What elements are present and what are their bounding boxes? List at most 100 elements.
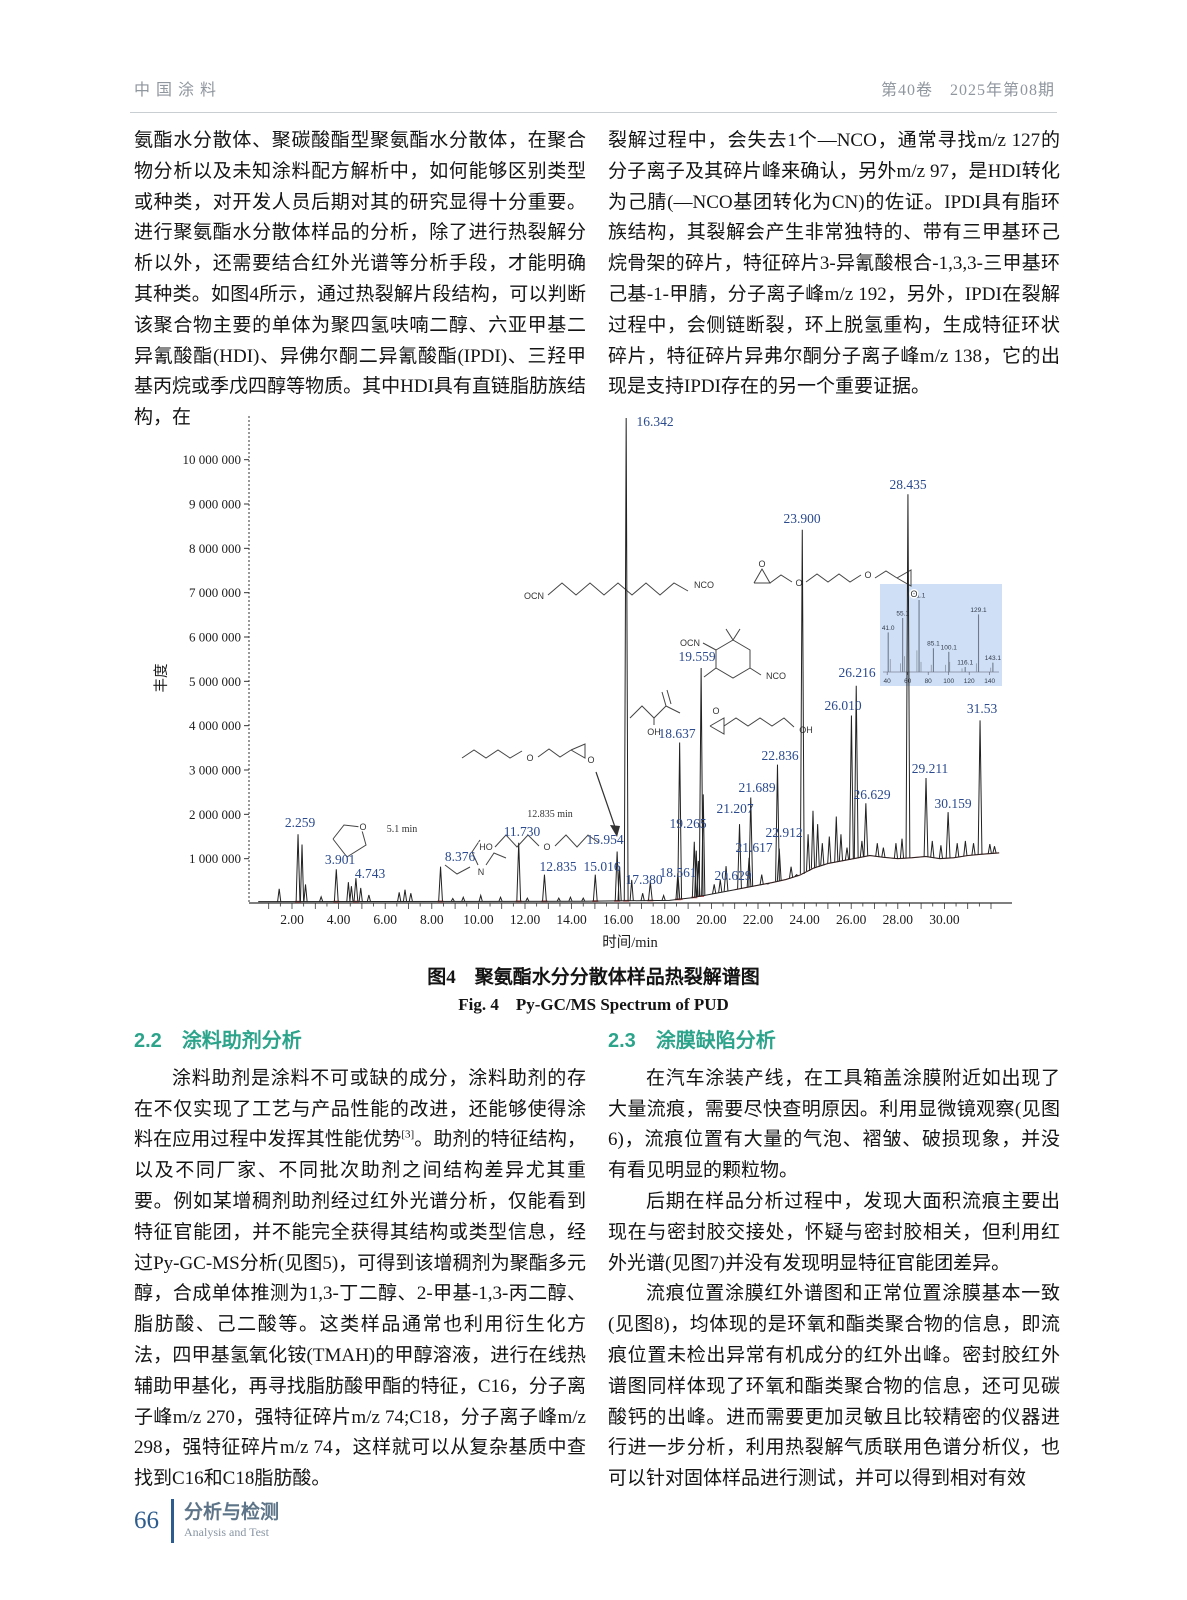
svg-text:22.912: 22.912 (765, 825, 802, 840)
svg-text:26.010: 26.010 (824, 698, 861, 713)
journal-title: 中国涂料 (134, 82, 223, 99)
svg-text:OH: OH (799, 725, 813, 735)
svg-text:26.00: 26.00 (836, 912, 867, 927)
page-footer: 66 分析与检测 Analysis and Test (134, 1499, 279, 1543)
svg-text:O: O (758, 559, 765, 569)
additives-text-before: 涂料助剂是涂料不可或缺的成分，涂料助剂的存在不仅实现了工艺与产品性能的改进，还能… (134, 1067, 586, 1151)
figure4-caption-en: Fig. 4 Py-GC/MS Spectrum of PUD (458, 995, 729, 1014)
svg-text:2.259: 2.259 (285, 815, 316, 830)
svg-text:41.0: 41.0 (882, 625, 895, 632)
svg-text:16.342: 16.342 (636, 414, 673, 429)
svg-text:4.743: 4.743 (355, 866, 386, 881)
footer-section: 分析与检测 Analysis and Test (184, 1502, 279, 1540)
journal-issue: 第40卷 2025年第08期 (880, 82, 1055, 99)
citation-3: [3] (401, 1129, 415, 1142)
svg-text:85.1: 85.1 (927, 641, 940, 648)
svg-text:O: O (712, 706, 719, 716)
svg-text:116.1: 116.1 (957, 659, 973, 666)
svg-text:HO: HO (479, 842, 493, 852)
svg-text:21.689: 21.689 (738, 780, 775, 795)
section-2-2-heading: 2.2 涂料助剂分析 (134, 1026, 586, 1057)
left-column-bottom: 2.2 涂料助剂分析 涂料助剂是涂料不可或缺的成分，涂料助剂的存在不仅实现了工艺与… (134, 1024, 586, 1495)
svg-text:31.53: 31.53 (967, 701, 998, 716)
paragraph-pud-fragments: 裂解过程中，会失去1个—NCO，通常寻找m/z 127的分子离子及其碎片峰来确认… (608, 130, 1060, 398)
svg-text:140: 140 (984, 678, 995, 685)
svg-text:22.00: 22.00 (743, 912, 774, 927)
svg-text:60: 60 (904, 678, 912, 685)
svg-text:4.00: 4.00 (327, 912, 351, 927)
svg-text:29.211: 29.211 (912, 761, 949, 776)
svg-text:12.835: 12.835 (539, 859, 576, 874)
svg-text:18.637: 18.637 (658, 726, 695, 741)
svg-text:OCN: OCN (524, 591, 544, 601)
paragraph-defect-3: 流痕位置涂膜红外谱图和正常位置涂膜基本一致(见图8)，均体现的是环氧和酯类聚合物… (608, 1283, 1060, 1490)
footer-section-zh: 分析与检测 (184, 1502, 280, 1523)
svg-text:6 000 000: 6 000 000 (189, 630, 241, 645)
svg-text:6.00: 6.00 (373, 912, 397, 927)
svg-text:2.00: 2.00 (280, 912, 304, 927)
svg-text:23.900: 23.900 (783, 511, 820, 526)
svg-text:N: N (478, 867, 485, 877)
svg-text:10 000 000: 10 000 000 (183, 452, 242, 467)
svg-text:2 000 000: 2 000 000 (189, 807, 241, 822)
svg-text:129.1: 129.1 (970, 607, 987, 614)
svg-text:24.00: 24.00 (789, 912, 820, 927)
svg-text:26.629: 26.629 (853, 787, 890, 802)
svg-text:30.159: 30.159 (934, 796, 971, 811)
section-2-2-number: 2.2 (134, 1030, 162, 1052)
svg-text:5.1 min: 5.1 min (387, 824, 418, 835)
body-columns-bottom: 2.2 涂料助剂分析 涂料助剂是涂料不可或缺的成分，涂料助剂的存在不仅实现了工艺与… (134, 1024, 1060, 1495)
svg-text:30.00: 30.00 (929, 912, 960, 927)
svg-text:28.00: 28.00 (883, 912, 914, 927)
svg-text:O: O (864, 570, 871, 580)
svg-text:4 000 000: 4 000 000 (189, 718, 241, 733)
header-divider (130, 112, 1057, 113)
svg-text:15.016: 15.016 (583, 859, 620, 874)
section-2-3-heading: 2.3 涂膜缺陷分析 (608, 1026, 1060, 1057)
svg-text:O: O (526, 753, 533, 763)
section-2-2-title: 涂料助剂分析 (181, 1030, 302, 1052)
svg-text:15.954: 15.954 (586, 832, 623, 847)
figure4-caption-zh: 图4 聚氨酯水分分散体样品热裂解谱图 (427, 967, 760, 988)
right-column-top: 裂解过程中，会失去1个—NCO，通常寻找m/z 127的分子离子及其碎片峰来确认… (608, 126, 1060, 434)
svg-text:19.559: 19.559 (678, 649, 715, 664)
svg-text:80: 80 (925, 678, 933, 685)
svg-text:100: 100 (943, 678, 954, 685)
svg-text:3 000 000: 3 000 000 (189, 763, 241, 778)
svg-text:71.1: 71.1 (913, 593, 926, 600)
svg-text:11.730: 11.730 (504, 824, 541, 839)
svg-text:时间/min: 时间/min (602, 934, 658, 951)
section-2-3-number: 2.3 (608, 1030, 636, 1052)
svg-text:100.1: 100.1 (941, 644, 958, 651)
svg-text:10.00: 10.00 (463, 912, 494, 927)
paragraph-pud-intro: 氨酯水分散体、聚碳酸酯型聚氨酯水分散体，在聚合物分析以及未知涂料配方解析中，如何… (134, 130, 586, 429)
svg-text:22.836: 22.836 (761, 748, 798, 763)
svg-text:21.617: 21.617 (735, 840, 772, 855)
svg-text:18.00: 18.00 (650, 912, 681, 927)
svg-text:O: O (795, 578, 802, 588)
svg-text:28.435: 28.435 (889, 477, 926, 492)
svg-text:12.00: 12.00 (510, 912, 541, 927)
svg-text:20.629: 20.629 (714, 868, 751, 883)
svg-text:26.216: 26.216 (838, 665, 875, 680)
svg-text:O: O (587, 755, 594, 765)
svg-text:55.1: 55.1 (896, 611, 909, 618)
svg-text:18.561: 18.561 (659, 865, 696, 880)
svg-text:14.00: 14.00 (556, 912, 587, 927)
svg-text:8.00: 8.00 (420, 912, 444, 927)
svg-text:9 000 000: 9 000 000 (189, 497, 241, 512)
svg-text:8.376: 8.376 (445, 849, 476, 864)
figure4-chromatogram: 41.0 55.1 71.1 85.1 100.1 116.1 129.1 143.1 40 60… (150, 406, 1020, 963)
svg-text:40: 40 (884, 678, 892, 685)
svg-text:1 000 000: 1 000 000 (189, 851, 241, 866)
svg-text:OCN: OCN (680, 638, 700, 648)
svg-text:120: 120 (964, 678, 975, 685)
paragraph-defect-1: 在汽车涂装产线，在工具箱盖涂膜附近如出现了大量流痕，需要尽快查明原因。利用显微镜… (608, 1067, 1060, 1182)
additives-text-after: 。助剂的特征结构，以及不同厂家、不同批次助剂之间结构差异尤其重要。例如某增稠剂助… (134, 1129, 586, 1490)
body-columns-top: 氨酯水分散体、聚碳酸酯型聚氨酯水分散体，在聚合物分析以及未知涂料配方解析中，如何… (134, 126, 1060, 434)
paragraph-defect-2: 后期在样品分析过程中，发现大面积流痕主要出现在与密封胶交接处，怀疑与密封胶相关，… (608, 1190, 1060, 1274)
page-number: 66 (134, 1507, 159, 1534)
section-2-3-title: 涂膜缺陷分析 (655, 1030, 776, 1052)
svg-text:8 000 000: 8 000 000 (189, 541, 241, 556)
